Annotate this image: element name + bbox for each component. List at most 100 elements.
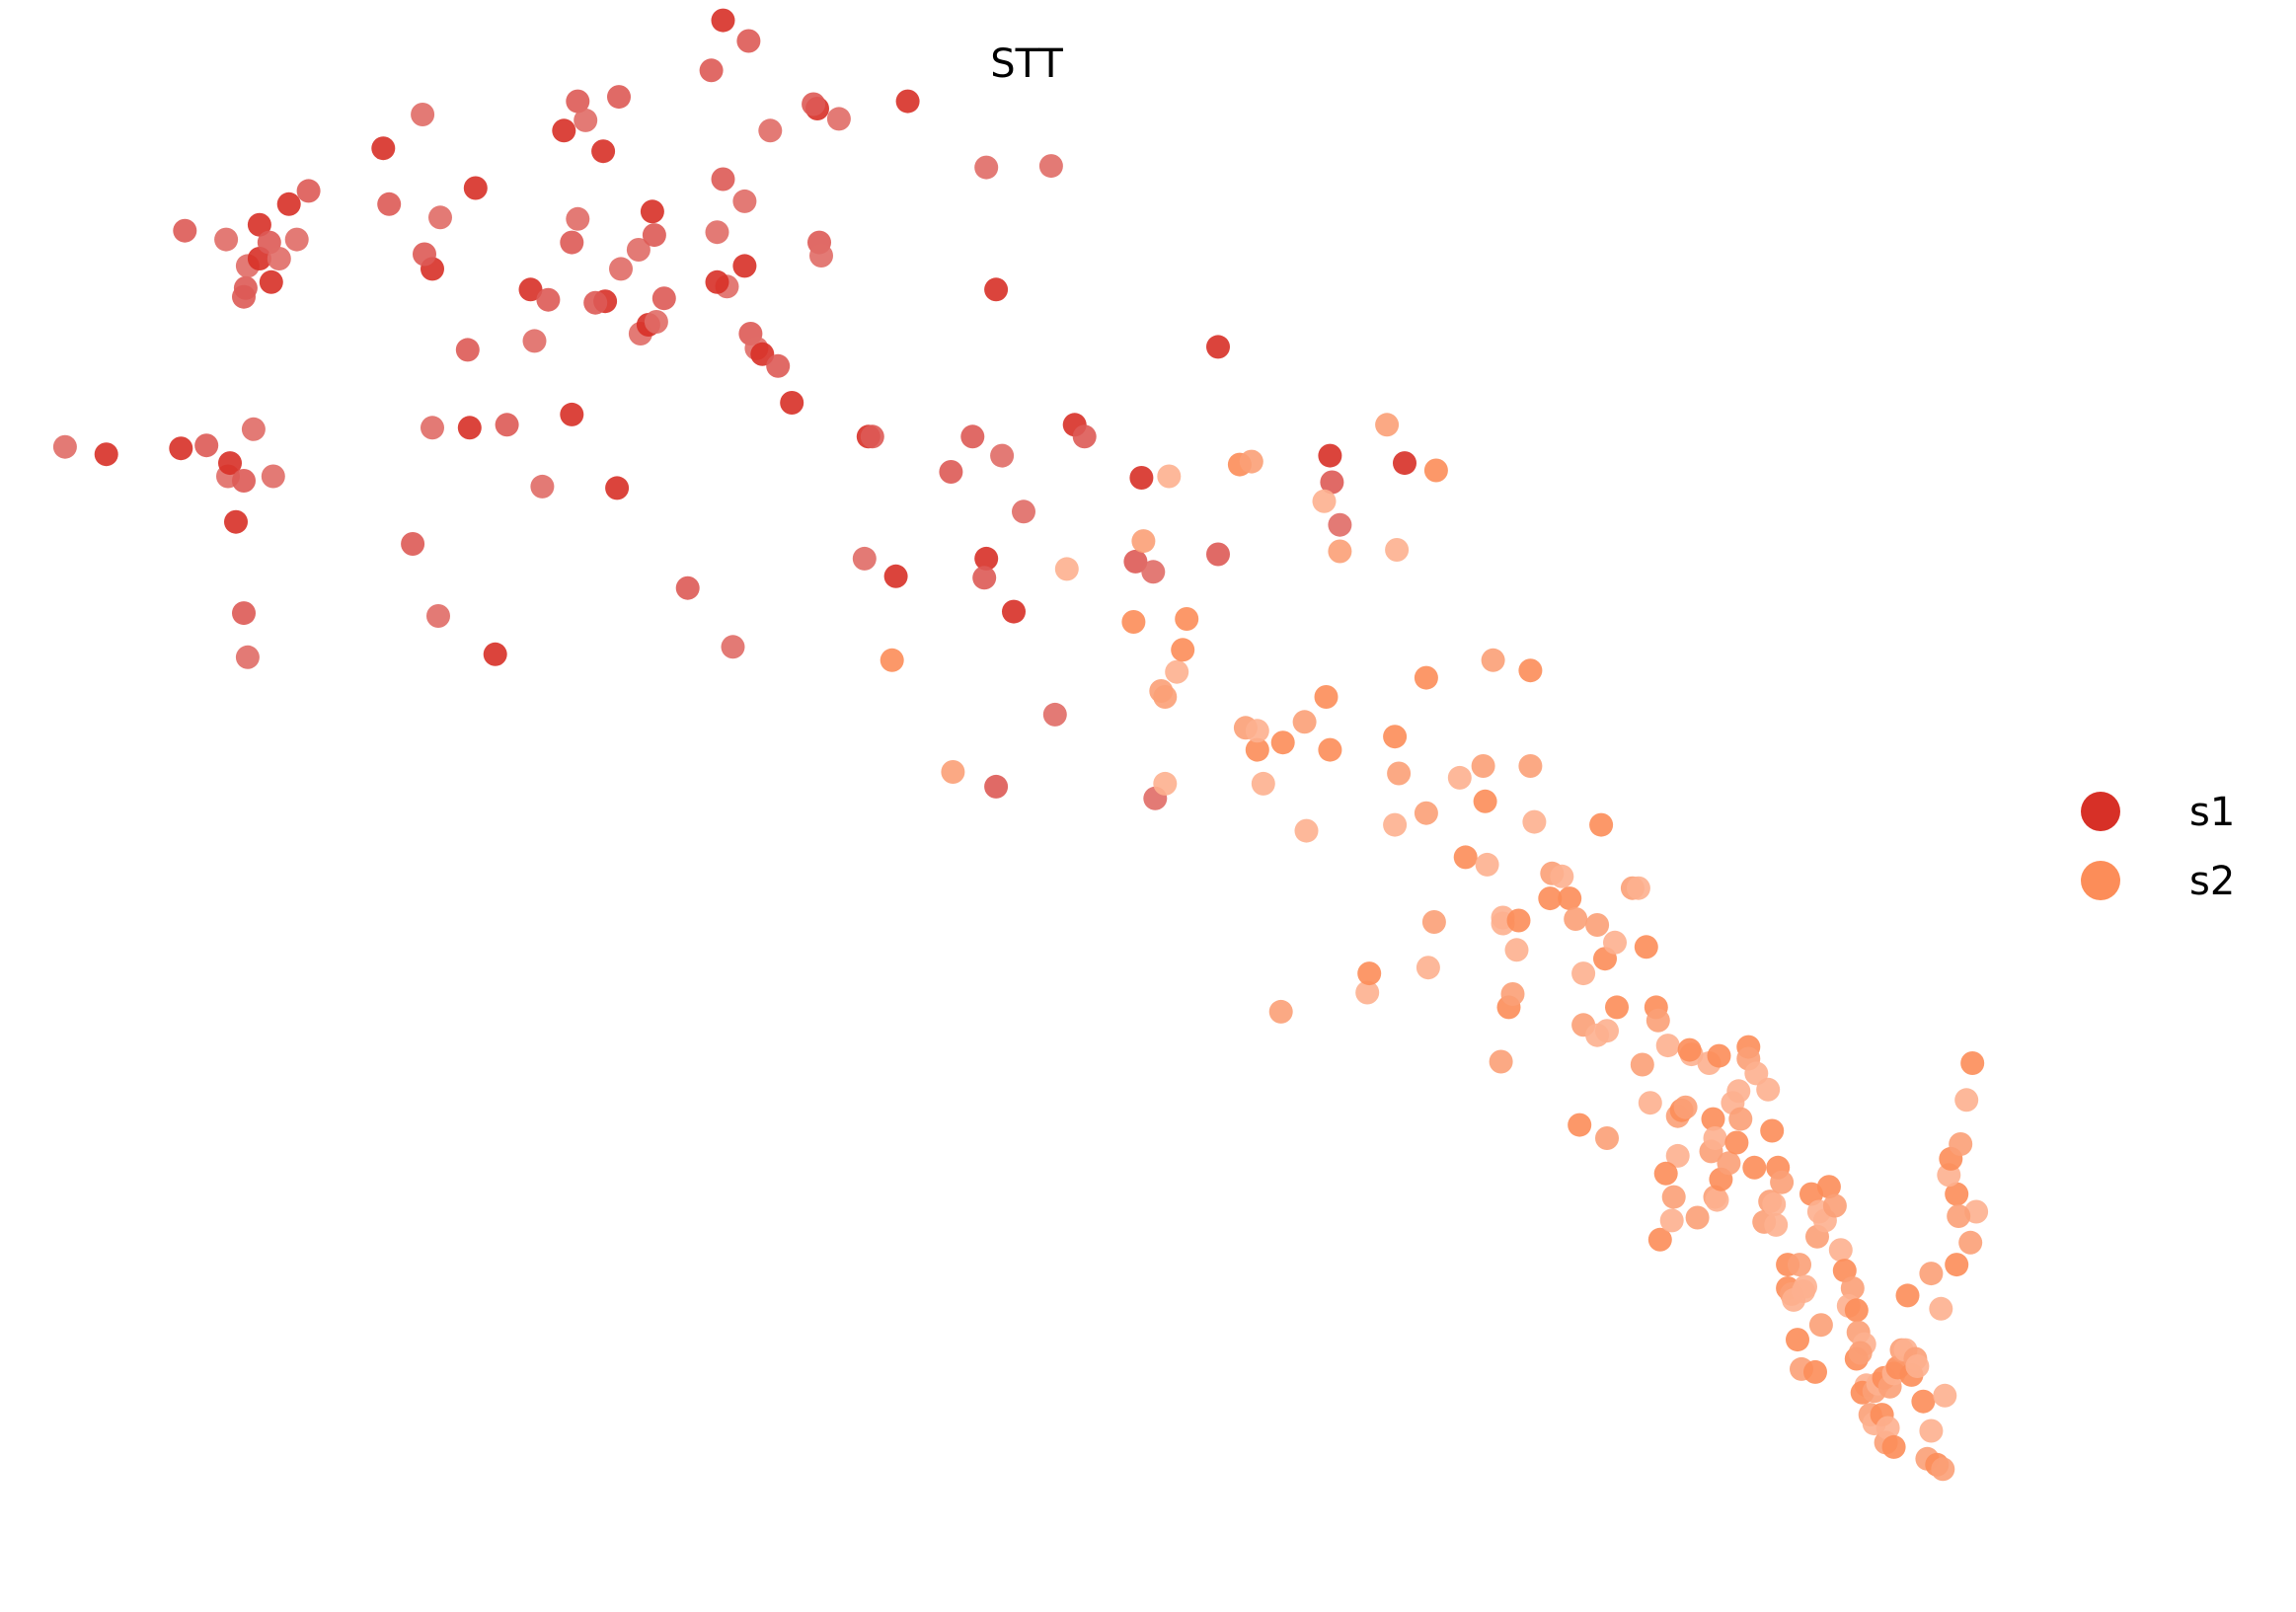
point-s1-64 xyxy=(705,269,729,294)
point-s2-129 xyxy=(1816,1175,1841,1199)
point-s2-146 xyxy=(1875,1416,1900,1440)
point-s2-9 xyxy=(1171,638,1195,662)
point-s2-69 xyxy=(1605,995,1629,1020)
point-s2-26 xyxy=(1355,980,1380,1005)
point-s1-48 xyxy=(574,108,598,132)
point-s2-100 xyxy=(1728,1107,1753,1131)
point-s1-24 xyxy=(235,645,260,669)
point-s1-34 xyxy=(457,416,482,440)
point-s1-94 xyxy=(974,546,999,571)
point-s1-19 xyxy=(218,451,242,476)
point-s1-12 xyxy=(267,247,291,270)
point-s2-48 xyxy=(1506,908,1531,933)
point-s2-147 xyxy=(1881,1434,1906,1459)
legend-label-s1: s1 xyxy=(2189,790,2235,835)
point-s2-175 xyxy=(1949,1132,1973,1156)
point-s2-34 xyxy=(1414,801,1438,825)
point-s1-5 xyxy=(194,433,219,458)
point-s1-37 xyxy=(483,642,507,666)
point-s1-50 xyxy=(607,85,631,110)
point-s2-120 xyxy=(1786,1328,1809,1352)
point-s2-166 xyxy=(1919,1262,1944,1286)
point-s2-82 xyxy=(1661,1185,1686,1209)
point-s2-3 xyxy=(1121,610,1146,634)
point-s1-67 xyxy=(711,8,735,33)
point-s1-78 xyxy=(809,244,833,268)
point-s2-60 xyxy=(1568,1113,1592,1137)
point-s2-139 xyxy=(1848,1341,1873,1365)
point-s2-68 xyxy=(1603,930,1627,955)
point-s1-90 xyxy=(974,155,999,180)
point-s2-27 xyxy=(1357,961,1382,986)
point-s2-113 xyxy=(1764,1212,1789,1237)
point-s2-52 xyxy=(1518,754,1543,778)
point-s2-105 xyxy=(1742,1155,1767,1180)
point-s1-3 xyxy=(214,227,239,252)
point-s1-49 xyxy=(591,139,616,164)
point-s1-25 xyxy=(371,136,396,161)
point-s2-127 xyxy=(1808,1313,1833,1338)
point-s2-32 xyxy=(1385,538,1410,562)
point-s2-19 xyxy=(1292,710,1317,734)
point-s1-65 xyxy=(711,167,735,192)
point-s1-104 xyxy=(1123,549,1148,574)
point-s2-54 xyxy=(1538,886,1563,911)
point-s1-2 xyxy=(173,218,197,243)
point-s1-35 xyxy=(401,532,425,556)
point-s1-111 xyxy=(1328,512,1352,537)
point-s2-5 xyxy=(1157,464,1182,489)
point-s2-21 xyxy=(1314,685,1339,709)
point-s1-82 xyxy=(895,89,920,114)
point-s2-46 xyxy=(1500,982,1525,1006)
point-s1-47 xyxy=(566,89,590,114)
chart-title: STT xyxy=(990,41,1063,87)
point-s1-110 xyxy=(1320,470,1344,495)
point-s1-31 xyxy=(463,176,488,200)
point-s2-168 xyxy=(1945,1253,1969,1277)
point-s2-17 xyxy=(1251,771,1275,796)
point-s1-29 xyxy=(413,242,436,267)
point-s2-53 xyxy=(1522,809,1547,834)
point-s2-18 xyxy=(1270,730,1295,755)
point-s2-167 xyxy=(1929,1296,1953,1321)
point-s2-126 xyxy=(1803,1359,1827,1384)
point-s2-110 xyxy=(1762,1192,1787,1216)
point-s2-4 xyxy=(1131,529,1156,554)
point-s1-56 xyxy=(642,223,666,248)
point-s1-97 xyxy=(1002,599,1026,624)
point-s2-51 xyxy=(1518,658,1543,683)
point-s2-135 xyxy=(1844,1298,1869,1323)
point-s2-24 xyxy=(1318,737,1342,762)
point-s2-81 xyxy=(1653,1161,1678,1186)
point-s2-20 xyxy=(1294,818,1319,843)
point-s2-171 xyxy=(1945,1182,1969,1206)
point-s1-106 xyxy=(1206,335,1230,359)
point-s2-77 xyxy=(1655,1034,1680,1058)
point-s2-112 xyxy=(1770,1170,1795,1194)
point-s2-40 xyxy=(1471,754,1495,778)
point-s2-93 xyxy=(1707,1043,1731,1068)
point-s2-65 xyxy=(1595,1019,1619,1043)
point-s1-27 xyxy=(411,103,435,126)
point-s2-25 xyxy=(1328,539,1352,564)
point-s2-42 xyxy=(1473,789,1497,813)
point-s1-62 xyxy=(699,58,724,83)
point-s1-59 xyxy=(651,286,676,311)
point-s2-8 xyxy=(1165,659,1189,684)
point-s2-133 xyxy=(1840,1276,1865,1300)
point-s2-80 xyxy=(1665,1143,1690,1168)
point-s2-118 xyxy=(1788,1253,1811,1277)
point-s2-31 xyxy=(1387,761,1412,786)
point-s2-36 xyxy=(1423,458,1448,483)
point-s2-50 xyxy=(1504,938,1529,962)
point-s2-76 xyxy=(1645,1008,1670,1033)
point-s2-78 xyxy=(1647,1227,1672,1252)
point-s1-33 xyxy=(421,416,444,440)
point-s2-6 xyxy=(1175,607,1199,631)
point-s2-37 xyxy=(1421,910,1446,934)
point-s2-43 xyxy=(1481,648,1505,672)
point-s1-41 xyxy=(536,287,561,312)
point-s2-63 xyxy=(1589,812,1614,837)
point-s1-30 xyxy=(428,205,452,230)
point-s2-11 xyxy=(1153,771,1178,796)
